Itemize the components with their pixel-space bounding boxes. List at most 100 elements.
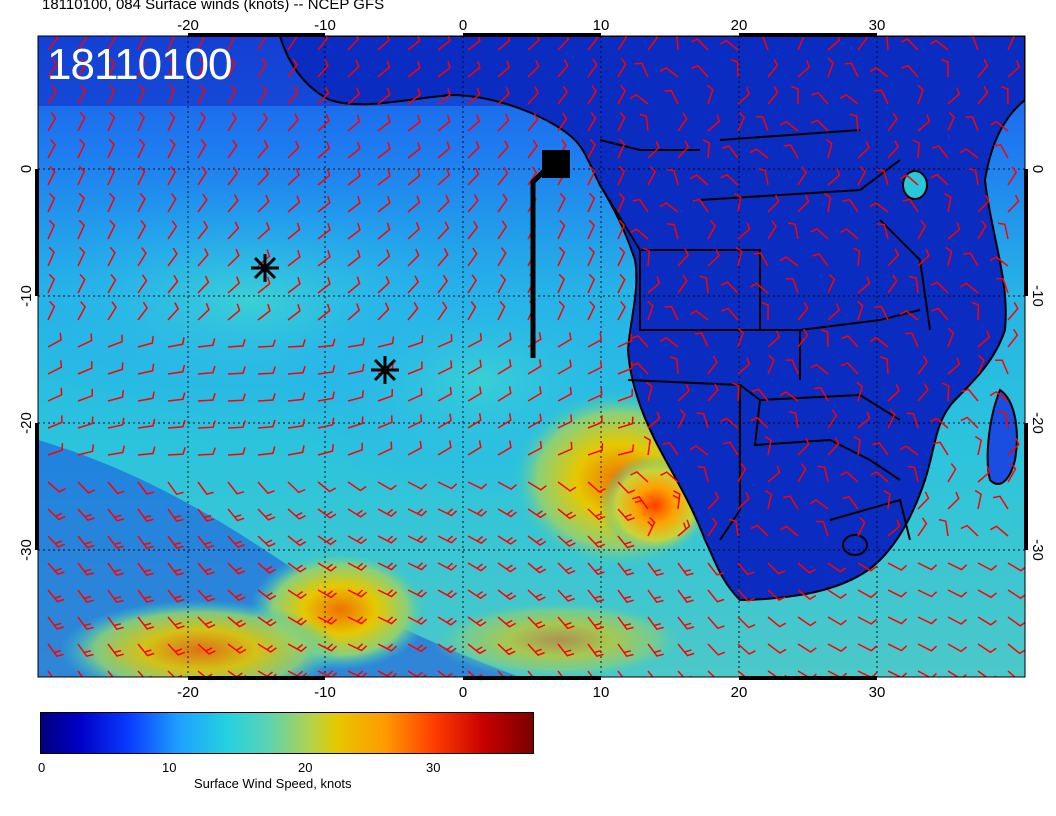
wind-barb [797,166,808,186]
wind-barb [732,382,740,402]
wind-barb [227,303,241,321]
wind-barb [47,139,57,159]
wind-barb [869,202,889,213]
wind-barb [917,517,928,537]
wind-barb [407,114,421,132]
colorbar-label: Surface Wind Speed, knots [194,776,352,791]
wind-barb [227,338,246,348]
wind-barb [797,589,817,601]
wind-barb [809,499,829,510]
wind-barb [887,112,898,132]
wind-barb [197,420,216,429]
square-marker [542,150,570,178]
wind-barb [47,36,59,51]
wind-barb [617,58,627,78]
wind-barb [527,616,546,629]
wind-barb [317,249,331,267]
lon-tick-top: -20 [177,17,199,34]
wind-map[interactable]: -20 -10 0 10 20 30 -20 -10 0 10 20 30 0 … [0,0,1056,701]
wind-barb [347,670,368,677]
wind-barb [437,616,457,626]
wind-barb [377,616,398,625]
wind-barb [497,140,509,159]
wind-barb [617,85,627,105]
wind-barb [557,535,576,547]
wind-barb [947,643,967,653]
wind-barb [632,496,649,510]
wind-barb [1007,328,1019,348]
timestamp-overlay: 18110100 [47,40,232,89]
wind-barb [945,246,953,267]
wind-barb [827,303,840,321]
wind-barb [167,302,180,321]
wind-barb [587,165,596,186]
wind-barb [659,202,679,213]
wind-barb [857,589,877,599]
wind-barb [437,248,449,267]
wind-barb [467,589,487,600]
lat-tick-right: -10 [1029,285,1046,307]
wind-barb [167,247,178,267]
wind-barb [257,276,271,294]
wind-barb [47,300,56,321]
wind-barb [467,140,480,159]
wind-barb [257,562,276,574]
wind-barb [887,408,896,429]
wind-barb [617,616,634,631]
wind-barb [347,222,361,240]
wind-barb [587,300,596,321]
wind-barb [992,495,1009,510]
wind-barb [767,616,787,628]
wind-barb [968,168,979,186]
wind-barb [167,447,186,456]
wind-barb [77,508,95,522]
wind-barb [197,589,215,602]
wind-barb [990,525,1009,537]
wind-barb [707,114,721,132]
wind-barb [287,58,298,78]
wind-barb [467,220,479,240]
wind-barb [647,411,661,429]
wind-barb [347,168,361,186]
wind-barb [317,481,337,493]
wind-barb [467,167,480,186]
wind-barb [587,85,598,105]
wind-barb [797,437,810,456]
wind-barb [47,387,63,402]
wind-barb [137,165,146,186]
wind-barb [47,589,65,603]
wind-barb [977,220,987,240]
wind-barb [767,562,786,575]
wind-barb [257,85,268,105]
wind-barb [227,643,247,654]
wind-barb [963,252,979,267]
wind-barb [77,138,86,159]
wind-barb [377,589,398,598]
wind-barb [664,89,679,105]
wind-barb [827,168,841,186]
wind-barb [317,303,331,321]
map-title: 18110100, 084 Surface winds (knots) -- N… [42,0,385,13]
wind-barb [137,301,149,321]
wind-barb [811,253,829,267]
wind-barb [557,359,572,375]
wind-barb [437,141,451,159]
wind-barb [842,198,859,213]
wind-barb [137,481,155,495]
wind-barb [839,93,859,105]
wind-barb [947,616,967,625]
wind-barb [857,670,878,677]
wind-barb [197,139,207,159]
wind-barb [437,60,451,78]
wind-barb [167,419,186,429]
wind-barb [852,247,861,267]
wind-barb [887,589,908,598]
wind-barb [167,166,177,186]
wind-barb [107,535,124,549]
wind-barb [827,36,841,51]
wind-barb [497,616,516,628]
wind-barb [587,562,605,576]
wind-barb [696,412,709,429]
wind-barb [317,562,337,572]
wind-barb [677,562,694,577]
